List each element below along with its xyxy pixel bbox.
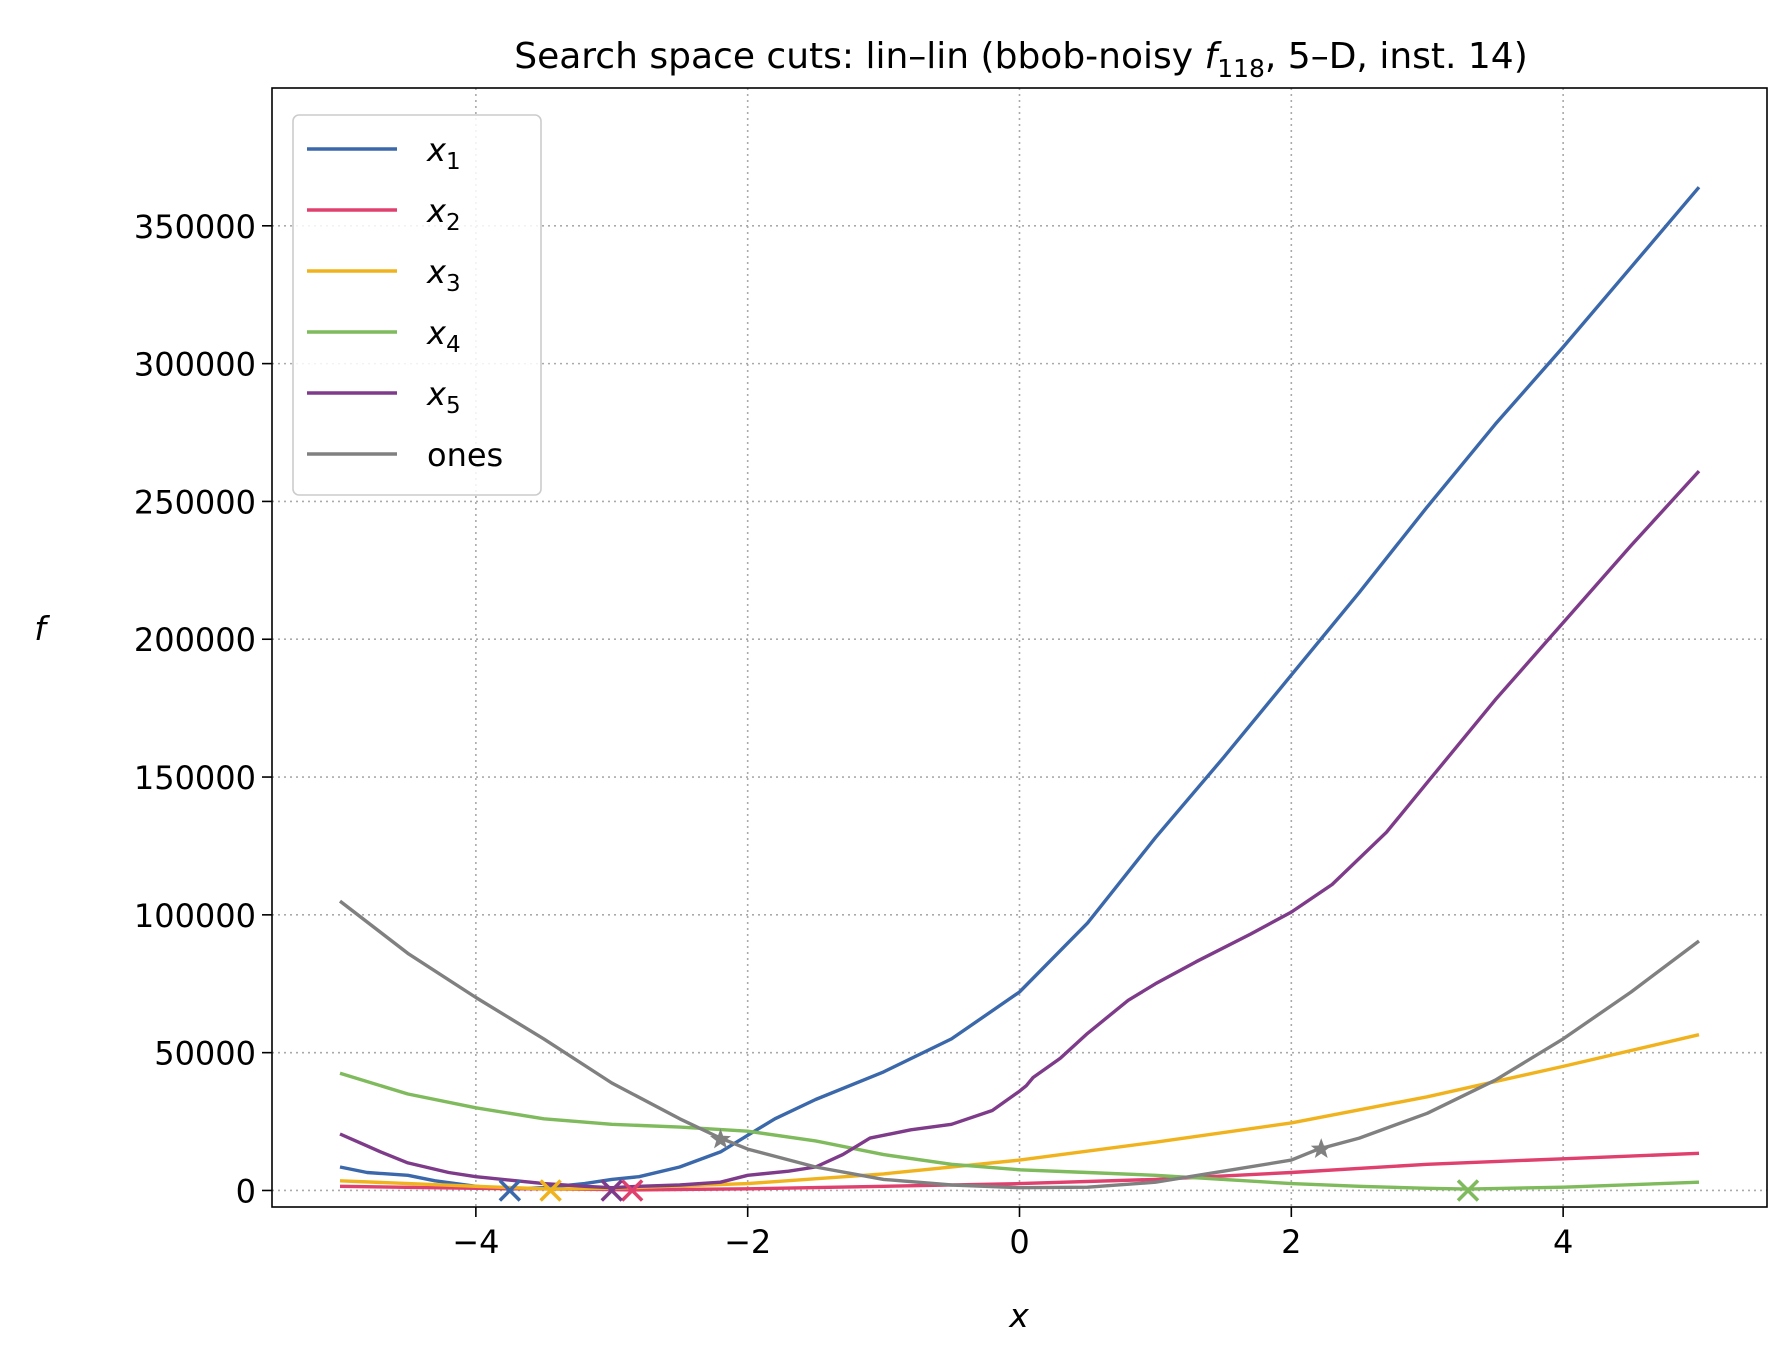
legend-label-x4: x4 bbox=[426, 314, 461, 358]
title-sub: 118 bbox=[1217, 54, 1265, 83]
x-tick-label: −2 bbox=[724, 1223, 771, 1261]
min-marker-x4 bbox=[1456, 1179, 1480, 1202]
x-tick-label: −4 bbox=[452, 1223, 499, 1261]
x-tick-label: 4 bbox=[1553, 1223, 1573, 1261]
legend: x1 x2 x3 x4 x5 ones bbox=[292, 114, 542, 496]
legend-label-x2: x2 bbox=[426, 192, 461, 236]
y-axis-label: f bbox=[34, 609, 50, 648]
y-tick-label: 50000 bbox=[154, 1035, 256, 1073]
chart-title: Search space cuts: lin–lin (bbob-noisy f… bbox=[514, 36, 1528, 83]
legend-label-x3: x3 bbox=[426, 253, 461, 297]
legend-label-x1: x1 bbox=[426, 131, 461, 175]
x-tick-label: 0 bbox=[1009, 1223, 1029, 1261]
title-prefix: Search space cuts: lin–lin (bbob-noisy bbox=[514, 36, 1204, 77]
star-marker-ones bbox=[1310, 1138, 1332, 1158]
min-marker-x5 bbox=[600, 1179, 624, 1202]
y-tick-label: 250000 bbox=[134, 483, 256, 521]
y-tick-label: 0 bbox=[236, 1172, 256, 1210]
y-tick-label: 150000 bbox=[134, 759, 256, 797]
x-axis-label: x bbox=[1008, 1296, 1029, 1335]
x-tick-label: 2 bbox=[1281, 1223, 1301, 1261]
min-marker-x3 bbox=[539, 1179, 562, 1202]
min-marker-x2 bbox=[620, 1179, 644, 1202]
y-tick-label: 350000 bbox=[134, 208, 256, 246]
legend-label-ones: ones bbox=[427, 436, 503, 474]
series-markers bbox=[498, 1128, 1480, 1202]
y-tick-label: 100000 bbox=[134, 897, 256, 935]
x-axis-ticks: −4 −2 0 2 4 bbox=[452, 1207, 1573, 1261]
y-axis-ticks: 0 50000 100000 150000 200000 250000 300000 3500… bbox=[134, 208, 272, 1210]
y-tick-label: 300000 bbox=[134, 346, 256, 384]
legend-label-x5: x5 bbox=[426, 375, 461, 419]
y-tick-label: 200000 bbox=[134, 621, 256, 659]
legend-box bbox=[292, 114, 542, 496]
min-marker-x1 bbox=[498, 1179, 522, 1202]
title-suffix: , 5–D, inst. 14) bbox=[1265, 36, 1528, 77]
series-line-x4 bbox=[339, 1071, 1700, 1191]
star-marker-ones-2 bbox=[710, 1128, 731, 1149]
series-line-ones bbox=[338, 899, 1701, 1190]
series-line-x3 bbox=[339, 1033, 1700, 1191]
